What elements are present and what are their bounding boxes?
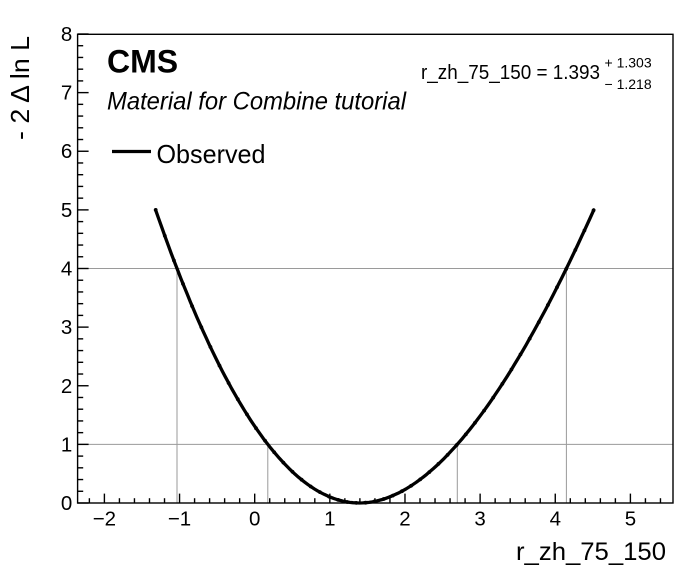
svg-text:2: 2 — [399, 508, 410, 531]
svg-text:r_zh_75_150 = 1.393: r_zh_75_150 = 1.393 — [421, 61, 600, 84]
svg-text:0: 0 — [61, 492, 72, 515]
svg-text:− 1.218: − 1.218 — [605, 76, 652, 92]
svg-text:Observed: Observed — [157, 139, 266, 169]
svg-text:2: 2 — [61, 375, 72, 398]
svg-text:8: 8 — [61, 23, 72, 46]
svg-text:6: 6 — [61, 140, 72, 163]
svg-text:4: 4 — [61, 258, 72, 281]
svg-text:CMS: CMS — [107, 44, 178, 80]
svg-text:Material for Combine tutorial: Material for Combine tutorial — [107, 88, 407, 116]
svg-text:- 2 Δ ln L: - 2 Δ ln L — [5, 36, 35, 140]
svg-text:3: 3 — [61, 316, 72, 339]
svg-text:3: 3 — [474, 508, 485, 531]
svg-text:5: 5 — [625, 508, 636, 531]
svg-text:4: 4 — [550, 508, 561, 531]
svg-text:0: 0 — [249, 508, 260, 531]
svg-text:−2: −2 — [93, 508, 116, 531]
svg-text:7: 7 — [61, 82, 72, 105]
svg-text:1: 1 — [61, 433, 72, 456]
svg-text:r_zh_75_150: r_zh_75_150 — [516, 538, 666, 566]
svg-text:−1: −1 — [168, 508, 191, 531]
svg-text:5: 5 — [61, 199, 72, 222]
svg-text:1: 1 — [324, 508, 335, 531]
svg-text:+ 1.303: + 1.303 — [605, 55, 652, 71]
